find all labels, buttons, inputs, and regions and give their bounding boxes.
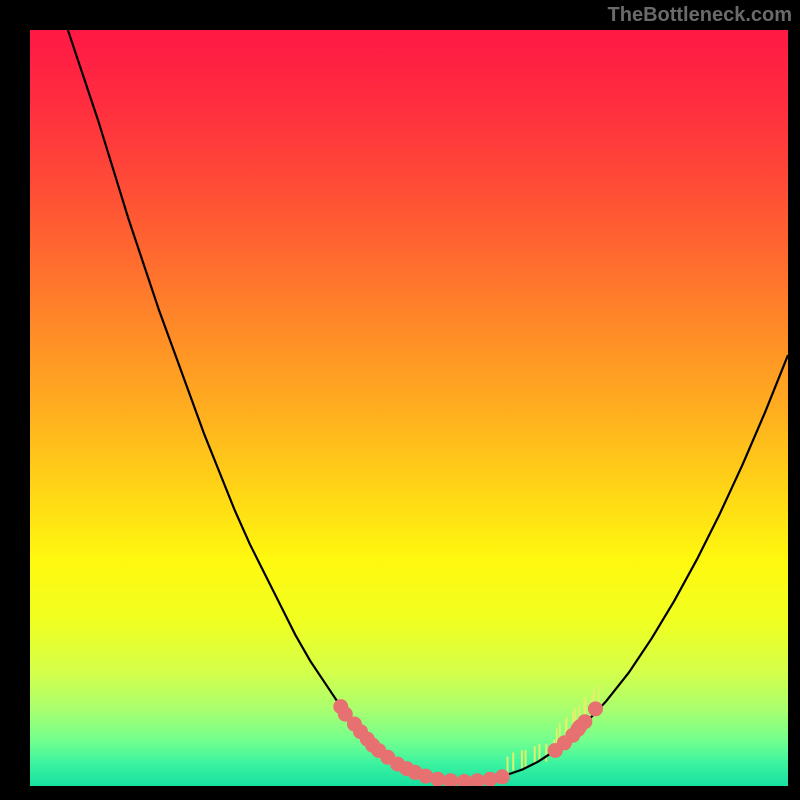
- watermark-text: TheBottleneck.com: [608, 4, 792, 27]
- bottleneck-curve: [68, 30, 788, 781]
- chart-svg: [30, 30, 788, 786]
- markers-left-cluster: [334, 700, 509, 786]
- marker-dot: [495, 770, 509, 784]
- border-right: [788, 0, 800, 800]
- marker-dot: [578, 715, 592, 729]
- marker-dot: [470, 774, 484, 786]
- marker-dot: [483, 772, 497, 786]
- figure-root: TheBottleneck.com: [0, 0, 800, 800]
- border-bottom: [0, 786, 800, 800]
- marker-dot: [588, 702, 602, 716]
- marker-dot: [444, 774, 458, 786]
- plot-area: [30, 30, 788, 786]
- marker-dot: [457, 774, 471, 786]
- border-left: [0, 0, 30, 800]
- marker-dot: [431, 772, 445, 786]
